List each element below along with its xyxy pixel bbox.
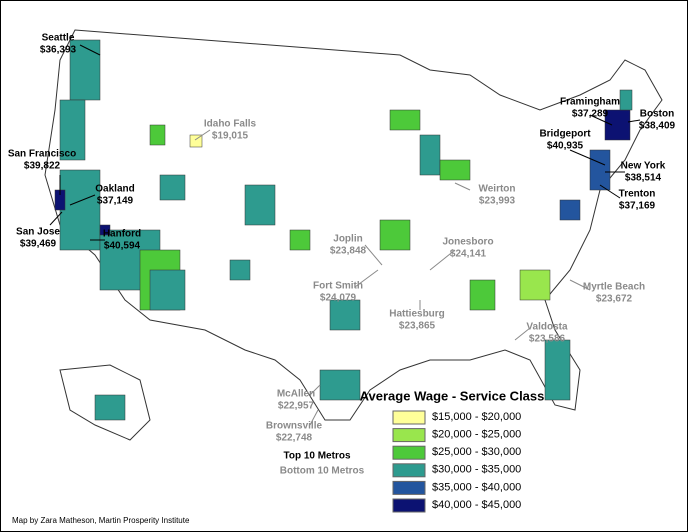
legend-label: $40,000 - $45,000: [432, 499, 521, 511]
metro-name: Framingham: [560, 97, 620, 108]
metro-wage: $24,141: [450, 249, 487, 260]
metro-name: Jonesboro: [442, 237, 493, 248]
metro-wage: $40,594: [104, 241, 141, 252]
legend-label: $25,000 - $30,000: [432, 446, 521, 458]
metro-wage: $23,993: [479, 196, 516, 207]
metro-name: Myrtle Beach: [583, 282, 645, 293]
leader-lines: [49, 44, 641, 426]
metro-areas: [54, 39, 633, 421]
us-outline: [44, 29, 663, 421]
metro-wage: $37,289: [572, 109, 609, 120]
legend-swatch: [392, 428, 426, 443]
metro-name: Valdosta: [526, 322, 568, 333]
metro-wage: $36,393: [40, 45, 77, 56]
key-bottom: Bottom 10 Metros: [280, 466, 365, 477]
key-top: Top 10 Metros: [283, 451, 350, 462]
legend-title: Average Wage - Service Class: [360, 388, 545, 403]
metro-wage: $23,586: [529, 334, 566, 345]
metro-name: Brownsville: [266, 421, 323, 432]
metro-name: Oakland: [95, 184, 134, 195]
metro-wage: $39,822: [24, 161, 61, 172]
metro-name: McAllen: [277, 389, 315, 400]
metro-name: Fort Smith: [313, 281, 363, 292]
metro-name: Trenton: [619, 189, 656, 200]
metro-wage: $24,079: [320, 293, 357, 304]
metro-wage: $37,169: [619, 201, 656, 212]
metro-wage: $40,935: [547, 141, 584, 152]
legend-label: $15,000 - $20,000: [432, 411, 521, 423]
metro-labels: Seattle$36,393 San Francisco$39,822 Oaklan…: [8, 33, 676, 444]
metro-wage: $37,149: [97, 196, 134, 207]
metro-name: Seattle: [42, 33, 75, 44]
metro-wage: $22,957: [278, 401, 315, 412]
legend-label: $35,000 - $40,000: [432, 481, 521, 493]
metro-name: San Jose: [16, 227, 60, 238]
metro-name: San Francisco: [8, 149, 76, 160]
metro-name: Bridgeport: [539, 129, 591, 140]
legend: $15,000 - $20,000 $20,000 - $25,000 $25,00…: [392, 410, 521, 513]
metro-wage: $38,409: [639, 121, 676, 132]
metro-name: Hanford: [103, 229, 141, 240]
metro-wage: $22,748: [276, 433, 313, 444]
legend-swatch: [392, 480, 426, 495]
metro-name: New York: [621, 161, 666, 172]
metro-wage: $23,865: [399, 321, 436, 332]
legend-swatch: [392, 445, 426, 460]
metro-name: Idaho Falls: [204, 119, 257, 130]
metro-name: Joplin: [333, 234, 362, 245]
legend-swatch: [392, 410, 426, 425]
metro-name: Boston: [640, 109, 674, 120]
legend-label: $20,000 - $25,000: [432, 429, 521, 441]
legend-swatch: [392, 498, 426, 513]
metro-wage: $19,015: [212, 131, 249, 142]
metro-wage: $38,514: [625, 173, 662, 184]
metro-name: Weirton: [478, 184, 515, 195]
metro-name: Hattiesburg: [389, 309, 445, 320]
credit: Map by Zara Matheson, Martin Prosperity …: [12, 516, 190, 525]
metro-wage: $23,672: [596, 294, 633, 305]
legend-label: $30,000 - $35,000: [432, 464, 521, 476]
metro-wage: $39,469: [20, 239, 57, 250]
legend-swatch: [392, 463, 426, 478]
metro-wage: $23,848: [330, 246, 367, 257]
